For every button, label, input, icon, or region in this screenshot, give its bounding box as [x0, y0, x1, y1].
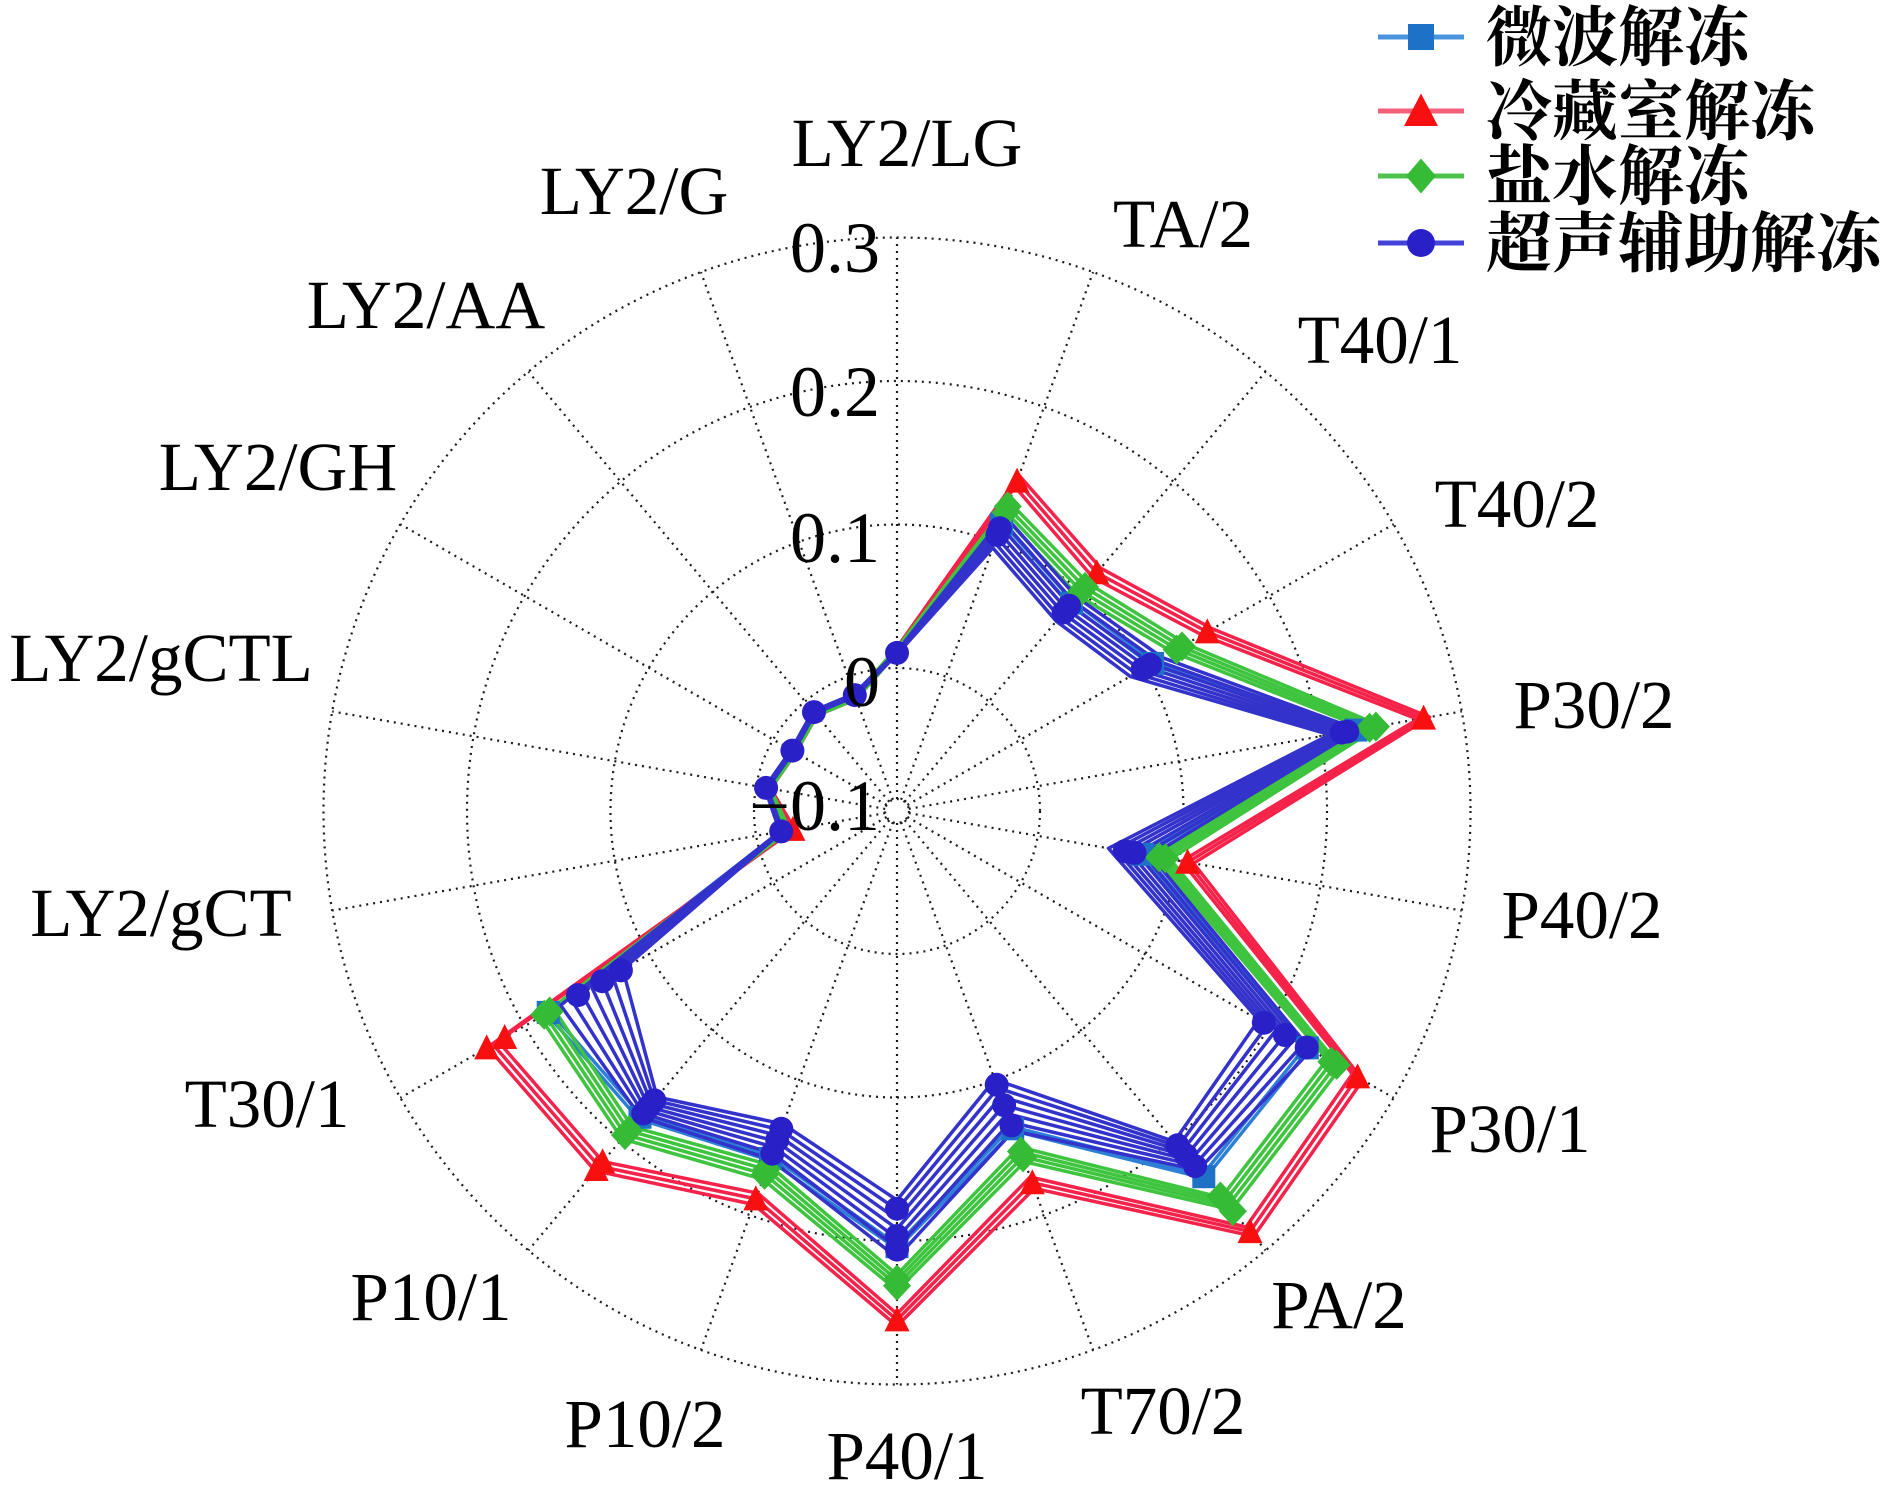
svg-text:0.3: 0.3 — [790, 208, 880, 288]
svg-text:T30/1: T30/1 — [185, 1066, 350, 1142]
svg-text:PA/2: PA/2 — [1271, 1267, 1407, 1343]
svg-text:P40/1: P40/1 — [826, 1418, 987, 1494]
svg-text:LY2/LG: LY2/LG — [792, 105, 1023, 181]
svg-text:0: 0 — [844, 642, 880, 722]
svg-text:P10/1: P10/1 — [350, 1259, 511, 1335]
svg-text:T40/2: T40/2 — [1435, 466, 1600, 542]
svg-text:T40/1: T40/1 — [1298, 302, 1463, 378]
svg-text:TA/2: TA/2 — [1113, 186, 1253, 262]
svg-text:0.2: 0.2 — [790, 352, 880, 432]
svg-text:0.1: 0.1 — [790, 498, 880, 578]
svg-text:P40/2: P40/2 — [1501, 877, 1662, 953]
svg-text:−0.1: −0.1 — [749, 766, 880, 846]
svg-text:LY2/AA: LY2/AA — [307, 267, 546, 343]
svg-text:T70/2: T70/2 — [1081, 1373, 1246, 1449]
svg-text:LY2/gCT: LY2/gCT — [30, 875, 291, 951]
svg-text:P30/1: P30/1 — [1429, 1091, 1590, 1167]
svg-text:LY2/G: LY2/G — [540, 153, 729, 229]
svg-text:LY2/GH: LY2/GH — [159, 429, 397, 505]
svg-text:P10/2: P10/2 — [564, 1386, 725, 1462]
svg-text:LY2/gCTL: LY2/gCTL — [9, 620, 313, 696]
svg-text:P30/2: P30/2 — [1513, 667, 1674, 743]
